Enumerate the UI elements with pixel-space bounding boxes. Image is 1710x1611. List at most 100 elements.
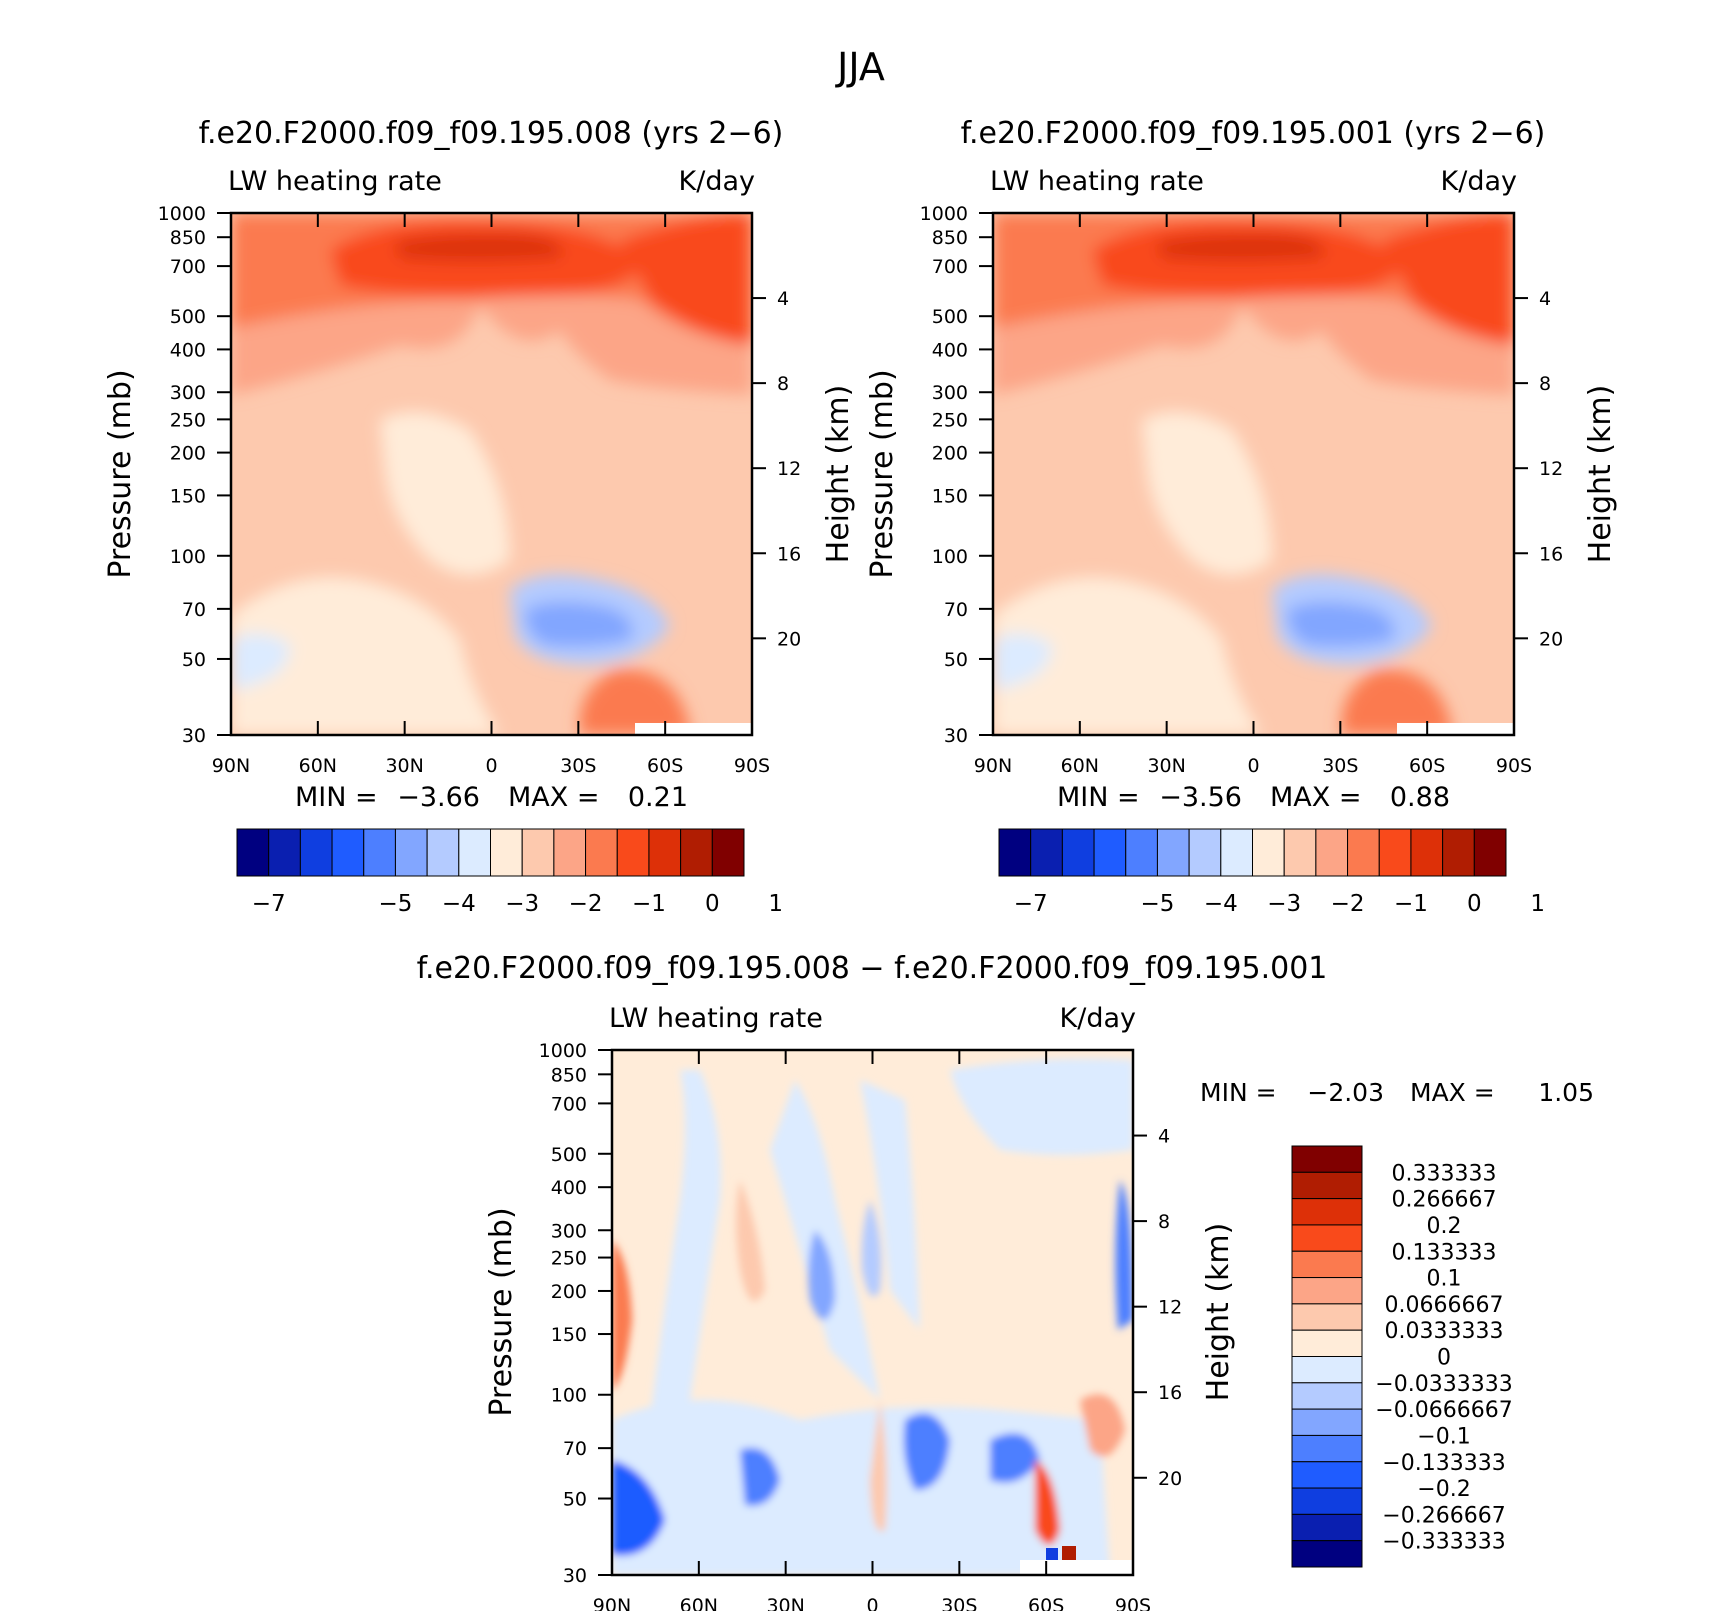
panel-2-cooling-core	[1287, 601, 1395, 647]
colorbar-swatch	[1291, 1198, 1363, 1226]
y-right-tick-label: 20	[1158, 1468, 1182, 1490]
colorbar-swatch	[616, 828, 650, 877]
colorbar-label: 0.133333	[1392, 1240, 1497, 1265]
panel-2-high-lat-cool	[993, 633, 1052, 690]
panel-2-min-label: MIN =	[1057, 782, 1140, 813]
colorbar-swatch	[1291, 1250, 1363, 1279]
y-tick-label: 70	[182, 599, 206, 621]
y-tick-label: 250	[170, 409, 206, 431]
y-tick-label: 1000	[539, 1040, 587, 1062]
panel-1-axes: 90N 60N 30N 0 30S 60S 90S 30 50 70 100 150 200 250 300…	[158, 203, 802, 777]
colorbar-swatch	[1347, 828, 1380, 877]
y-tick-label: 150	[170, 485, 206, 507]
panel-2-units-label: K/day	[1441, 166, 1517, 197]
y-tick-label: 300	[932, 382, 968, 404]
x-tick-label: 90N	[593, 1595, 631, 1611]
colorbar-swatch	[1061, 828, 1095, 877]
colorbar-label: −0.2	[1417, 1477, 1470, 1502]
colorbar-label: 0.266667	[1392, 1188, 1497, 1213]
colorbar-swatch	[1291, 1224, 1363, 1252]
colorbar-swatch	[1291, 1303, 1363, 1331]
colorbar-swatch	[426, 828, 460, 877]
y-tick-label: 1000	[920, 203, 968, 225]
y-right-tick-label: 12	[1158, 1297, 1182, 1319]
y-tick-label: 200	[170, 443, 206, 465]
panel-1-cool-lower-tropics	[231, 577, 500, 735]
panel-2-southern-max	[1382, 213, 1514, 345]
panel-3-cool-core-e	[740, 1448, 780, 1506]
colorbar-swatch	[1291, 1434, 1363, 1463]
x-tick-label: 0	[866, 1595, 878, 1611]
y-right-tick-label: 16	[1158, 1382, 1182, 1404]
colorbar-label: 1	[1530, 891, 1545, 917]
colorbar-swatch	[680, 828, 713, 877]
colorbar-label: 0.0666667	[1385, 1293, 1504, 1318]
panel-3-cool-streak-b	[770, 1080, 880, 1400]
y-tick-label: 850	[932, 227, 968, 249]
y-tick-label: 50	[563, 1489, 587, 1511]
y-tick-label: 400	[551, 1177, 587, 1199]
colorbar-label: −0.133333	[1382, 1451, 1505, 1476]
colorbar-swatch	[394, 828, 428, 877]
colorbar-label: −3	[1267, 891, 1301, 917]
x-tick-label: 30N	[1147, 755, 1185, 777]
colorbar-label: −7	[252, 891, 286, 917]
x-tick-label: 30S	[560, 755, 596, 777]
y-tick-label: 700	[170, 256, 206, 278]
panel-3-warm-streak-b	[870, 1400, 887, 1532]
panel-1-colorbar: −7 −5 −4 −3 −2 −1 0 1	[236, 828, 783, 917]
colorbar-swatch	[299, 828, 333, 877]
colorbar-label: −1	[632, 891, 666, 917]
colorbar-swatch	[1410, 828, 1444, 877]
panel-3-max-value: 1.05	[1538, 1078, 1594, 1107]
y-tick-label: 200	[551, 1281, 587, 1303]
colorbar-label: −0.266667	[1382, 1503, 1505, 1528]
y-right-tick-label: 12	[777, 458, 801, 480]
panel-1-ylabel: Pressure (mb)	[103, 369, 138, 578]
y-tick-label: 300	[551, 1220, 587, 1242]
x-tick-label: 90S	[734, 755, 770, 777]
colorbar-swatch	[236, 828, 270, 877]
colorbar-swatch	[490, 828, 523, 877]
y-tick-label: 500	[170, 306, 206, 328]
panel-3-cool-core-c	[903, 1413, 950, 1490]
colorbar-label: −2	[1331, 891, 1365, 917]
colorbar-swatch	[1378, 828, 1412, 877]
colorbar-label: 0	[705, 891, 720, 917]
panel-1-high-lat-cool	[231, 633, 290, 690]
colorbar-swatch	[1315, 828, 1349, 877]
panel-3-ylabel: Pressure (mb)	[484, 1207, 519, 1416]
panel-3-cool-core-d	[990, 1433, 1040, 1483]
colorbar-swatch	[1030, 828, 1063, 877]
colorbar-swatch	[1291, 1382, 1363, 1410]
y-tick-label: 300	[170, 382, 206, 404]
y-tick-label: 100	[551, 1385, 587, 1407]
colorbar-swatch	[1283, 828, 1317, 877]
colorbar-swatch	[648, 828, 682, 877]
panel-3-warm-northern-edge	[612, 1240, 632, 1390]
panel-2: f.e20.F2000.f09_f09.195.001 (yrs 2−6) LW…	[865, 116, 1618, 917]
y-right-tick-label: 8	[777, 373, 789, 395]
colorbar-label: −0.1	[1417, 1424, 1470, 1449]
y-tick-label: 400	[932, 339, 968, 361]
x-tick-label: 60N	[1061, 755, 1099, 777]
colorbar-label: −0.0666667	[1375, 1398, 1512, 1423]
colorbar-label: 1	[768, 891, 783, 917]
x-tick-label: 60N	[299, 755, 337, 777]
y-tick-label: 30	[944, 725, 968, 747]
x-tick-label: 0	[1247, 755, 1259, 777]
colorbar-swatch	[363, 828, 396, 877]
panel-3-min-label: MIN =	[1200, 1078, 1277, 1107]
y-tick-label: 700	[932, 256, 968, 278]
colorbar-swatch	[521, 828, 555, 877]
colorbar-label: 0.1	[1427, 1267, 1462, 1292]
colorbar-label: 0.333333	[1392, 1161, 1497, 1186]
panel-1: f.e20.F2000.f09_f09.195.008 (yrs 2−6) LW…	[103, 116, 856, 917]
panel-3-missing-region	[1020, 1560, 1133, 1575]
panel-1-variable-label: LW heating rate	[228, 166, 442, 197]
colorbar-label: −1	[1394, 891, 1428, 917]
panel-1-min-value: −3.66	[397, 782, 480, 813]
colorbar-swatch	[1442, 828, 1475, 877]
panel-2-max-label: MAX =	[1270, 782, 1361, 813]
